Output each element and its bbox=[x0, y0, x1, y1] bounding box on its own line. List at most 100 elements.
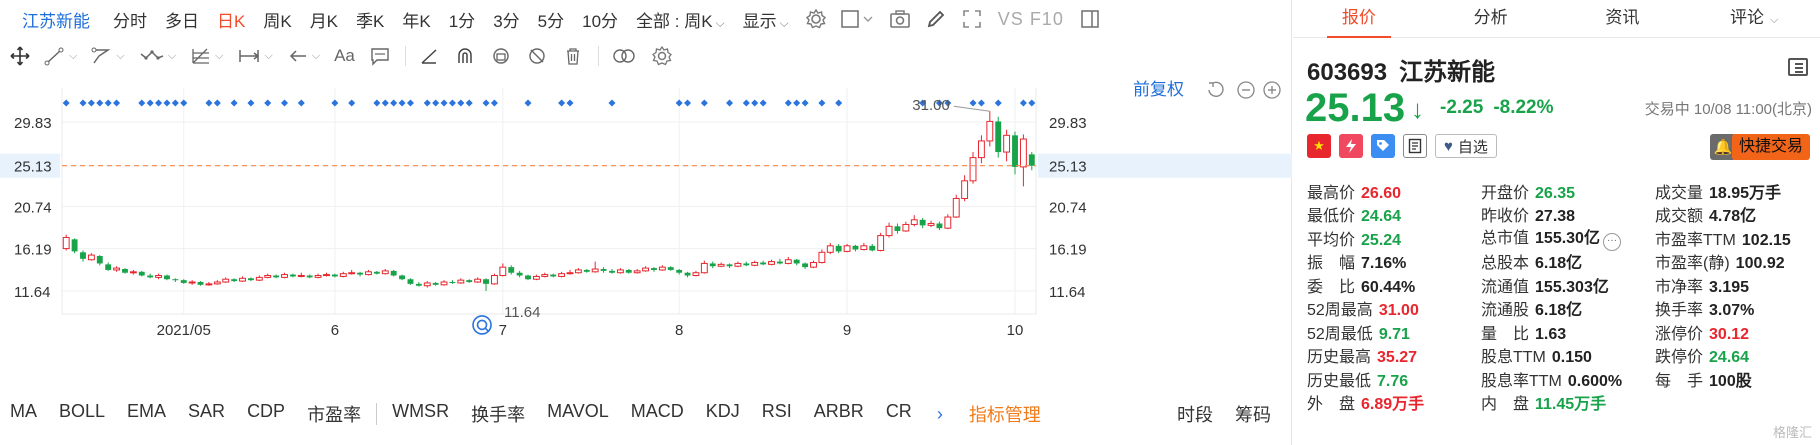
reset-icon[interactable] bbox=[1208, 81, 1224, 98]
draw-settings-icon[interactable] bbox=[651, 44, 673, 68]
candle bbox=[71, 238, 78, 254]
vs-f10-button[interactable]: VS F10 bbox=[997, 8, 1064, 29]
tab-0[interactable]: 报价 bbox=[1293, 0, 1425, 38]
bell-icon[interactable]: 🔔 bbox=[1710, 134, 1736, 160]
indicator-item[interactable]: 市盈率 bbox=[307, 405, 362, 425]
stat-label: 股息TTM bbox=[1481, 349, 1546, 367]
indicator-manage-link[interactable]: 指标管理 bbox=[968, 405, 1041, 425]
panel-toggle-icon[interactable] bbox=[1078, 7, 1102, 31]
pencil-icon[interactable] bbox=[924, 7, 948, 31]
comment-tool-icon[interactable] bbox=[369, 44, 391, 68]
tag-icon[interactable] bbox=[1371, 134, 1395, 158]
more-indicators-icon[interactable]: › bbox=[936, 403, 943, 424]
camera-icon[interactable] bbox=[888, 7, 912, 31]
settings-icon[interactable] bbox=[804, 7, 828, 31]
y-tick-label-right: 16.19 bbox=[1049, 242, 1087, 259]
high-price-label: 31.00 bbox=[912, 97, 950, 114]
period-tab[interactable]: 多日 bbox=[165, 11, 199, 31]
indicator-item[interactable]: MACD bbox=[630, 401, 684, 421]
note-icon[interactable] bbox=[1403, 134, 1427, 158]
text-tool[interactable]: Aa bbox=[334, 46, 355, 65]
stat-value: 60.44% bbox=[1361, 278, 1416, 296]
range-tool-icon[interactable]: ⌵ bbox=[237, 44, 273, 68]
more-dots-icon[interactable]: ··· bbox=[1602, 233, 1621, 252]
kline-chart[interactable]: 29.83 29.83 20.74 20.74 16.19 16.19 11.64 11.64… bbox=[0, 74, 1292, 394]
display-select[interactable]: 显示 ⌵ bbox=[742, 11, 789, 31]
period-tab[interactable]: 季K bbox=[356, 11, 385, 31]
period-tab[interactable]: 年K bbox=[402, 11, 431, 31]
stock-header: 603693 江苏新能 bbox=[1307, 52, 1507, 87]
candle bbox=[558, 271, 566, 278]
period-tab[interactable]: 1分 bbox=[448, 11, 476, 31]
hide-icon[interactable] bbox=[526, 44, 548, 68]
period-tab[interactable]: 日K bbox=[217, 11, 246, 31]
fibonacci-tool-icon[interactable]: ⌵ bbox=[190, 44, 223, 68]
tab-1[interactable]: 分析 bbox=[1425, 0, 1557, 37]
fullscreen-icon[interactable] bbox=[960, 7, 984, 31]
zoom-out-icon[interactable] bbox=[1237, 81, 1255, 99]
indicator-item[interactable]: RSI bbox=[761, 401, 792, 421]
tab-2[interactable]: 资讯 bbox=[1557, 0, 1689, 37]
period-tab[interactable]: 周K bbox=[263, 11, 292, 31]
indicator-item[interactable]: WMSR bbox=[392, 401, 450, 421]
margin-icon[interactable] bbox=[1339, 134, 1363, 158]
signal-marker bbox=[784, 99, 792, 107]
period-tab[interactable]: 月K bbox=[309, 11, 339, 31]
candle bbox=[600, 267, 607, 273]
move-icon[interactable] bbox=[10, 44, 30, 68]
down-arrow-icon: ↓ bbox=[1411, 94, 1424, 124]
candle bbox=[541, 272, 549, 278]
wave-tool-icon[interactable]: ⌵ bbox=[139, 44, 176, 68]
stat-cell: 总股本 6.18亿 bbox=[1481, 249, 1655, 273]
period-tab[interactable]: 10分 bbox=[582, 11, 619, 31]
range-select[interactable]: 全部 : 周K ⌵ bbox=[636, 11, 725, 31]
tab-3[interactable]: 评论 ⌵ bbox=[1688, 0, 1820, 37]
signal-marker bbox=[138, 99, 146, 107]
zoom-in-icon[interactable] bbox=[1263, 81, 1281, 99]
quick-trade-button[interactable]: 快捷交易 bbox=[1731, 134, 1810, 160]
trash-icon[interactable] bbox=[562, 44, 584, 68]
add-favorite-button[interactable]: ♥ 自选 bbox=[1435, 134, 1497, 158]
line-tool-icon[interactable]: ⌵ bbox=[44, 44, 77, 68]
candle bbox=[180, 279, 187, 284]
period-tab[interactable]: 3分 bbox=[493, 11, 520, 31]
stats-row: 历史最低 7.76 股息率TTM 0.600% 每 手 100股 bbox=[1307, 367, 1817, 391]
indicator-item[interactable]: CDP bbox=[247, 401, 286, 421]
indicator-item[interactable]: MAVOL bbox=[547, 401, 609, 421]
indicator-right-item[interactable]: 时段 bbox=[1177, 405, 1213, 425]
signal-marker bbox=[977, 99, 985, 107]
layout-icon[interactable] bbox=[840, 7, 876, 31]
indicator-item[interactable]: ARBR bbox=[813, 401, 864, 421]
lock-cycle-icon[interactable] bbox=[490, 44, 512, 68]
indicator-item[interactable]: CR bbox=[885, 401, 912, 421]
candle bbox=[574, 268, 582, 274]
stat-label: 市净率 bbox=[1655, 278, 1704, 296]
x-tick-label: 7 bbox=[499, 322, 507, 339]
list-icon[interactable] bbox=[1788, 58, 1808, 76]
indicator-item[interactable]: MA bbox=[10, 401, 37, 421]
signal-marker bbox=[247, 99, 255, 107]
stat-label: 涨停价 bbox=[1655, 325, 1704, 343]
period-tab[interactable]: 5分 bbox=[537, 11, 565, 31]
slash-tool-icon[interactable] bbox=[418, 44, 440, 68]
divider bbox=[597, 46, 599, 66]
indicator-right-item[interactable]: 筹码 bbox=[1235, 405, 1271, 425]
channel-tool-icon[interactable]: ⌵ bbox=[91, 44, 125, 68]
stock-name-link[interactable]: 江苏新能 bbox=[22, 11, 90, 31]
watermark: 格隆汇 bbox=[1772, 425, 1812, 440]
indicator-item[interactable]: 换手率 bbox=[471, 405, 526, 425]
y-tick-label-left: 29.83 bbox=[14, 115, 52, 132]
indicator-item[interactable]: SAR bbox=[188, 401, 226, 421]
period-tab[interactable]: 分时 bbox=[113, 11, 147, 31]
indicator-item[interactable]: BOLL bbox=[59, 401, 106, 421]
stats-row: 平均价 25.24 总市值 155.30亿 ··· 市盈率TTM 102.15 bbox=[1307, 226, 1817, 252]
arrow-tool-icon[interactable]: ⌵ bbox=[287, 44, 320, 68]
compare-icon[interactable] bbox=[611, 44, 637, 68]
adjust-select[interactable]: 前复权 bbox=[1133, 80, 1184, 99]
magnet-icon[interactable] bbox=[454, 44, 476, 68]
candle bbox=[499, 263, 507, 277]
indicator-item[interactable]: KDJ bbox=[705, 401, 740, 421]
stat-label: 平均价 bbox=[1307, 231, 1356, 249]
indicator-item[interactable]: EMA bbox=[127, 401, 167, 421]
search-event-icon[interactable] bbox=[472, 315, 492, 335]
